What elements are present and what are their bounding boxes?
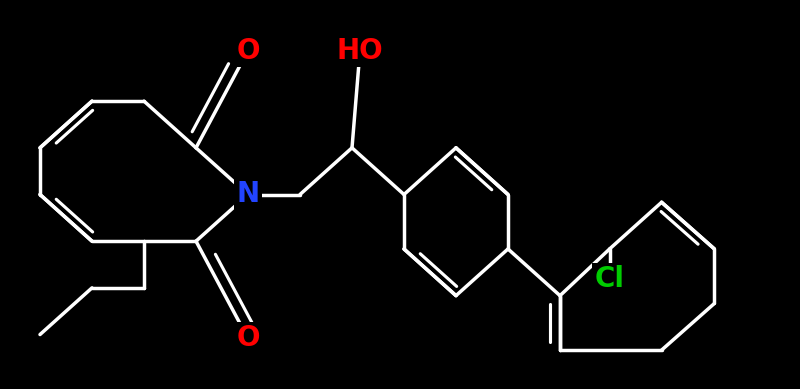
Text: N: N xyxy=(237,180,259,209)
Text: O: O xyxy=(236,37,260,65)
Text: Cl: Cl xyxy=(594,265,625,293)
Text: HO: HO xyxy=(337,37,383,65)
Text: O: O xyxy=(236,324,260,352)
